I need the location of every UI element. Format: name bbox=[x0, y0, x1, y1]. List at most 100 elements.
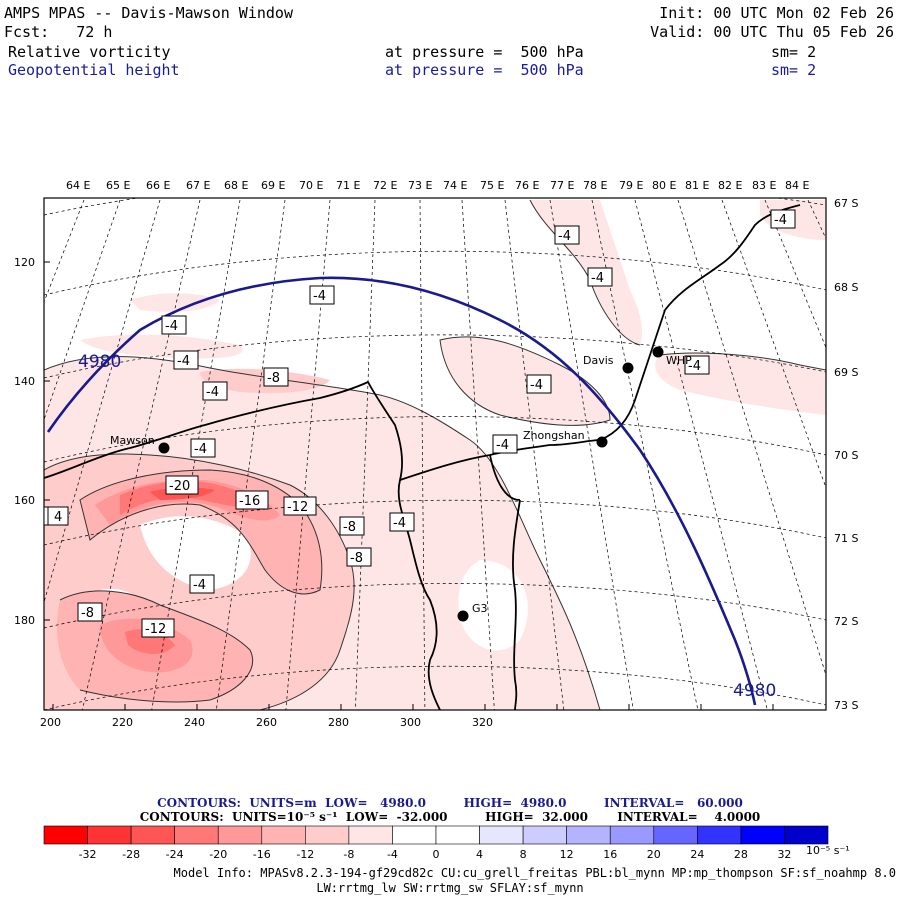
x-tick-labels: 200 220 240 260 280 300 320 bbox=[40, 716, 493, 729]
lon-label: 65 E bbox=[106, 179, 130, 192]
color-scale-label: -28 bbox=[122, 848, 141, 861]
svg-text:-4: -4 bbox=[393, 516, 406, 531]
color-scale-swatch bbox=[87, 825, 132, 845]
stations: Mawson Davis WHP Zhongshan G3 bbox=[110, 346, 693, 622]
station-whp[interactable]: WHP bbox=[652, 346, 693, 368]
svg-text:WHP: WHP bbox=[666, 354, 692, 367]
x-tick-label: 300 bbox=[400, 716, 421, 729]
right-lat-labels: 67 S 68 S 69 S 70 S 71 S 72 S 73 S bbox=[834, 197, 858, 712]
lat-label: 70 S bbox=[834, 449, 858, 462]
color-scale-swatch bbox=[566, 825, 611, 845]
height-contour-info: CONTOURS: UNITS=m LOW= 4980.0 HIGH= 4980… bbox=[157, 796, 743, 810]
color-scale-label: 28 bbox=[733, 848, 748, 861]
svg-text:-4: -4 bbox=[530, 378, 543, 393]
color-scale-label: 0 bbox=[432, 848, 440, 861]
x-tick-label: 240 bbox=[184, 716, 205, 729]
contour-label-box: 4 bbox=[47, 506, 69, 526]
lat-label: 69 S bbox=[834, 366, 858, 379]
y-tick-label: 180 bbox=[14, 614, 35, 627]
lon-label: 80 E bbox=[652, 179, 676, 192]
y-tick-labels: 120 140 160 180 bbox=[14, 256, 35, 627]
svg-text:4: 4 bbox=[54, 510, 62, 525]
contour-label-box: -4 bbox=[526, 374, 552, 394]
vorticity-contour-info: CONTOURS: UNITS=10⁻⁵ s⁻¹ LOW= -32.000 HI… bbox=[139, 810, 761, 824]
color-scale-label: 24 bbox=[690, 848, 705, 861]
color-scale-label: -8 bbox=[343, 848, 355, 861]
vorticity-contour-labels: -4 -4 -4 -4 -4 -8 -4 -4 -4 -4 -4 -4 -20 … bbox=[43, 209, 796, 638]
lon-label: 83 E bbox=[752, 179, 776, 192]
svg-text:-4: -4 bbox=[558, 229, 571, 244]
x-tick-label: 280 bbox=[328, 716, 349, 729]
svg-text:-8: -8 bbox=[81, 606, 94, 621]
color-scale-swatch bbox=[43, 825, 88, 845]
vorticity-contours bbox=[44, 199, 826, 710]
svg-text:-4: -4 bbox=[496, 438, 509, 453]
svg-text:G3: G3 bbox=[472, 602, 488, 615]
color-scale-unit: 10⁻⁵ s⁻¹ bbox=[806, 844, 850, 857]
valid-time: Valid: 00 UTC Thu 05 Feb 26 bbox=[650, 23, 894, 41]
x-tick-label: 220 bbox=[112, 716, 133, 729]
height-contour-label: 4980 bbox=[733, 681, 776, 701]
svg-text:-4: -4 bbox=[688, 359, 701, 374]
lon-label: 74 E bbox=[443, 179, 467, 192]
color-scale-swatch bbox=[697, 825, 742, 845]
contour-label-box: -16 bbox=[235, 490, 269, 510]
svg-text:-4: -4 bbox=[313, 289, 326, 304]
svg-text:-8: -8 bbox=[350, 551, 363, 566]
contour-label-box: -8 bbox=[77, 602, 103, 622]
color-scale-swatch bbox=[261, 825, 306, 845]
station-mawson[interactable]: Mawson bbox=[110, 434, 170, 454]
lat-label: 73 S bbox=[834, 699, 858, 712]
station-davis[interactable]: Davis bbox=[583, 354, 634, 374]
color-scale-swatch bbox=[479, 825, 524, 845]
svg-text:-12: -12 bbox=[145, 622, 166, 637]
svg-text:-4: -4 bbox=[591, 271, 604, 286]
color-scale-label: -32 bbox=[78, 848, 97, 861]
lon-label: 78 E bbox=[583, 179, 607, 192]
lon-label: 79 E bbox=[619, 179, 643, 192]
color-scale-swatch bbox=[305, 825, 350, 845]
contour-label-box: -4 bbox=[770, 209, 796, 229]
x-tick-label: 200 bbox=[40, 716, 61, 729]
station-g3[interactable]: G3 bbox=[457, 602, 488, 622]
contour-label-box: -12 bbox=[141, 618, 175, 638]
lon-label: 76 E bbox=[515, 179, 539, 192]
svg-text:Mawson: Mawson bbox=[110, 434, 155, 447]
svg-text:-4: -4 bbox=[177, 354, 190, 369]
svg-text:-4: -4 bbox=[194, 442, 207, 457]
field1-name: Relative vorticity bbox=[8, 43, 171, 61]
lon-label: 82 E bbox=[718, 179, 742, 192]
color-scale-label: 20 bbox=[646, 848, 661, 861]
lon-label: 72 E bbox=[373, 179, 397, 192]
field2-level: at pressure = 500 hPa bbox=[385, 61, 584, 79]
color-scale-swatch bbox=[130, 825, 175, 845]
svg-text:-4: -4 bbox=[193, 578, 206, 593]
vorticity-shading bbox=[44, 200, 826, 710]
color-scale-swatch bbox=[653, 825, 698, 845]
contour-label-box: -20 bbox=[165, 475, 199, 495]
lon-label: 73 E bbox=[408, 179, 432, 192]
svg-text:Davis: Davis bbox=[583, 354, 614, 367]
color-scale-label: -24 bbox=[165, 848, 184, 861]
forecast-label: Fcst: 72 h bbox=[4, 23, 113, 41]
init-time: Init: 00 UTC Mon 02 Feb 26 bbox=[659, 4, 894, 22]
contour-label-box: -8 bbox=[263, 367, 289, 387]
svg-text:-4: -4 bbox=[206, 385, 219, 400]
svg-text:-20: -20 bbox=[169, 479, 190, 494]
color-scale-label: -20 bbox=[209, 848, 228, 861]
color-scale-swatch bbox=[348, 825, 393, 845]
svg-text:-4: -4 bbox=[165, 319, 178, 334]
color-scale-swatch bbox=[609, 825, 655, 845]
product-title: AMPS MPAS -- Davis-Mawson Window bbox=[4, 4, 293, 22]
contour-label-box: -4 bbox=[684, 355, 710, 375]
plot-frame bbox=[43, 197, 827, 711]
lon-label: 84 E bbox=[785, 179, 809, 192]
station-zhongshan[interactable]: Zhongshan bbox=[523, 429, 608, 448]
color-scale-swatch bbox=[740, 825, 785, 845]
contour-label-box: -4 bbox=[190, 438, 216, 458]
contour-label-box: -4 bbox=[492, 434, 518, 454]
geopotential-height-contour bbox=[46, 276, 757, 706]
color-scale-bar bbox=[43, 825, 829, 845]
field1-smoothing: sm= 2 bbox=[771, 43, 817, 61]
